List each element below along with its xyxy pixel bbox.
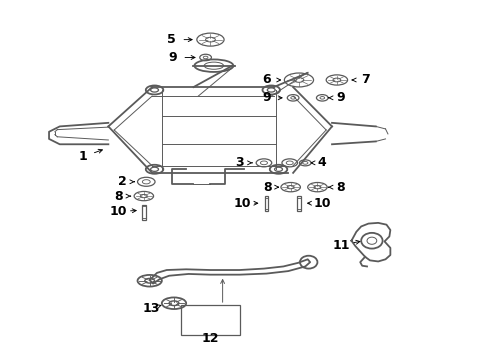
Text: 12: 12 bbox=[202, 333, 219, 346]
Bar bbox=[297, 196, 300, 211]
Text: 10: 10 bbox=[233, 197, 250, 210]
Text: 8: 8 bbox=[336, 181, 345, 194]
Text: 2: 2 bbox=[117, 175, 126, 188]
Bar bbox=[181, 305, 239, 336]
Bar bbox=[142, 204, 145, 220]
Text: 5: 5 bbox=[167, 33, 176, 46]
Text: 9: 9 bbox=[262, 91, 270, 104]
Text: 3: 3 bbox=[235, 156, 244, 169]
Text: 11: 11 bbox=[332, 239, 350, 252]
Text: 9: 9 bbox=[168, 51, 177, 64]
Text: 10: 10 bbox=[313, 197, 330, 210]
Bar bbox=[264, 196, 267, 211]
Text: 6: 6 bbox=[262, 73, 270, 86]
Text: 8: 8 bbox=[114, 190, 122, 203]
Text: 7: 7 bbox=[360, 73, 369, 86]
Text: 8: 8 bbox=[263, 181, 272, 194]
Text: 1: 1 bbox=[79, 150, 87, 163]
Text: 13: 13 bbox=[142, 302, 160, 315]
Text: 9: 9 bbox=[336, 91, 345, 104]
Text: 10: 10 bbox=[109, 205, 126, 218]
Text: 4: 4 bbox=[317, 156, 326, 169]
